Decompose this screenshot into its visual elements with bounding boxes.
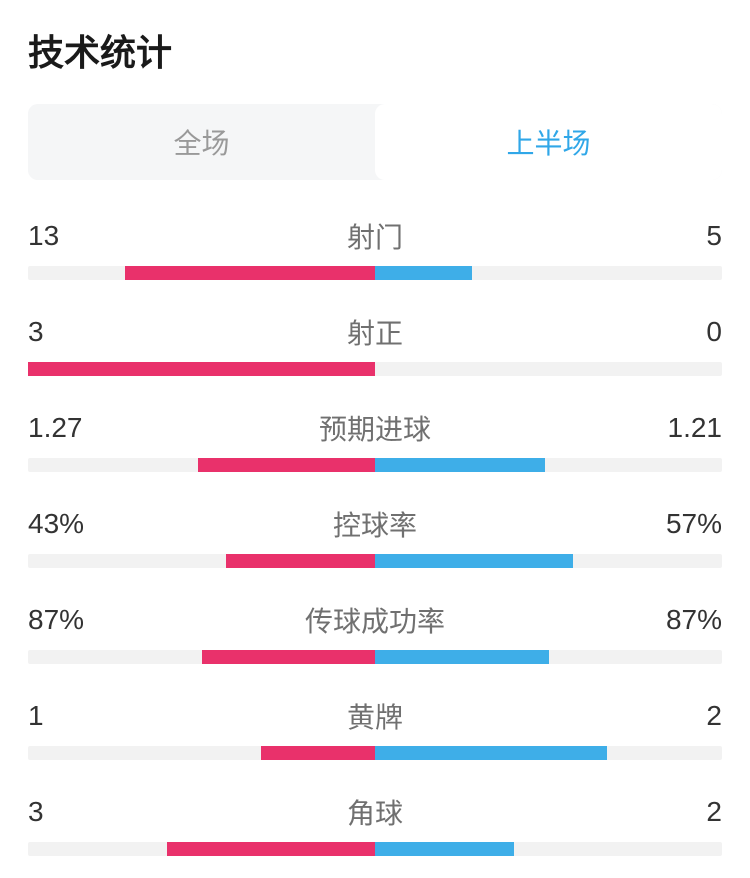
- stat-labels: 3射正0: [28, 312, 722, 352]
- stat-right-value: 2: [642, 796, 722, 828]
- tab-first-half[interactable]: 上半场: [375, 104, 722, 180]
- stat-bar-right-half: [375, 362, 722, 376]
- stat-bar-left-fill: [167, 842, 375, 856]
- stat-bar-right-half: [375, 458, 722, 472]
- stat-right-value: 0: [642, 316, 722, 348]
- stat-bar-left-half: [28, 746, 375, 760]
- stats-list: 13射门53射正01.27预期进球1.2143%控球率57%87%传球成功率87…: [28, 216, 722, 856]
- stat-bar-left-fill: [28, 362, 375, 376]
- stat-name: 黄牌: [108, 696, 642, 736]
- stat-bar-right-fill: [375, 266, 472, 280]
- stat-row: 43%控球率57%: [28, 504, 722, 568]
- stat-bar-track: [28, 458, 722, 472]
- stat-bar-right-fill: [375, 842, 514, 856]
- stat-left-value: 3: [28, 316, 108, 348]
- stat-bar-right-half: [375, 554, 722, 568]
- stat-name: 预期进球: [108, 408, 642, 448]
- stat-right-value: 57%: [642, 508, 722, 540]
- stat-bar-right-half: [375, 650, 722, 664]
- stat-name: 传球成功率: [108, 600, 642, 640]
- tab-full[interactable]: 全场: [28, 104, 375, 180]
- stat-right-value: 1.21: [642, 412, 722, 444]
- stat-bar-left-half: [28, 554, 375, 568]
- stat-left-value: 3: [28, 796, 108, 828]
- stat-bar-right-fill: [375, 554, 573, 568]
- stat-bar-right-fill: [375, 746, 607, 760]
- stat-bar-right-fill: [375, 650, 549, 664]
- stat-bar-track: [28, 362, 722, 376]
- stat-labels: 43%控球率57%: [28, 504, 722, 544]
- stat-bar-track: [28, 650, 722, 664]
- stat-left-value: 13: [28, 220, 108, 252]
- stat-row: 1黄牌2: [28, 696, 722, 760]
- stat-bar-left-half: [28, 458, 375, 472]
- stat-name: 射正: [108, 312, 642, 352]
- stat-labels: 13射门5: [28, 216, 722, 256]
- stat-bar-left-half: [28, 650, 375, 664]
- stat-bar-left-fill: [261, 746, 376, 760]
- stat-right-value: 5: [642, 220, 722, 252]
- stat-bar-track: [28, 554, 722, 568]
- stat-name: 射门: [108, 216, 642, 256]
- stat-bar-track: [28, 746, 722, 760]
- stat-bar-track: [28, 266, 722, 280]
- stat-labels: 1.27预期进球1.21: [28, 408, 722, 448]
- stat-bar-left-fill: [226, 554, 375, 568]
- stat-name: 角球: [108, 792, 642, 832]
- stat-left-value: 1: [28, 700, 108, 732]
- stat-bar-left-fill: [202, 650, 376, 664]
- stat-bar-track: [28, 842, 722, 856]
- stat-right-value: 87%: [642, 604, 722, 636]
- stat-right-value: 2: [642, 700, 722, 732]
- stat-left-value: 1.27: [28, 412, 108, 444]
- stat-row: 3射正0: [28, 312, 722, 376]
- stat-labels: 87%传球成功率87%: [28, 600, 722, 640]
- stat-labels: 3角球2: [28, 792, 722, 832]
- stat-bar-left-fill: [125, 266, 375, 280]
- stat-bar-left-half: [28, 266, 375, 280]
- stat-bar-right-half: [375, 842, 722, 856]
- stat-bar-right-half: [375, 746, 722, 760]
- stat-name: 控球率: [108, 504, 642, 544]
- stat-bar-right-fill: [375, 458, 545, 472]
- tabs-container: 全场 上半场: [28, 104, 722, 180]
- stat-left-value: 43%: [28, 508, 108, 540]
- stat-bar-left-fill: [198, 458, 375, 472]
- stat-bar-right-half: [375, 266, 722, 280]
- stat-bar-left-half: [28, 362, 375, 376]
- stat-row: 87%传球成功率87%: [28, 600, 722, 664]
- stat-row: 3角球2: [28, 792, 722, 856]
- stat-left-value: 87%: [28, 604, 108, 636]
- page-title: 技术统计: [28, 24, 722, 76]
- stat-bar-left-half: [28, 842, 375, 856]
- stat-row: 13射门5: [28, 216, 722, 280]
- stat-labels: 1黄牌2: [28, 696, 722, 736]
- stat-row: 1.27预期进球1.21: [28, 408, 722, 472]
